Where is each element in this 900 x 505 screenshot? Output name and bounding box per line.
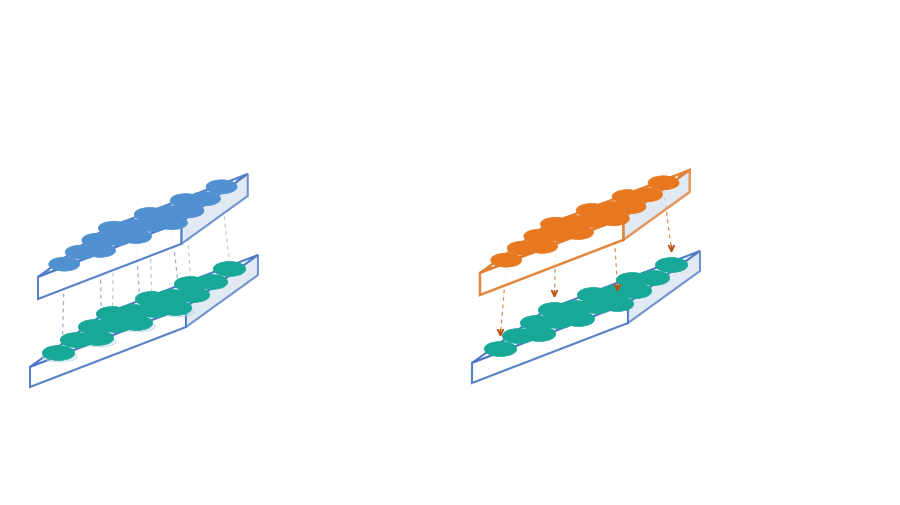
Ellipse shape (632, 188, 662, 203)
Ellipse shape (134, 208, 166, 222)
Ellipse shape (523, 327, 555, 342)
Polygon shape (472, 251, 700, 363)
Polygon shape (182, 175, 248, 244)
Ellipse shape (117, 305, 149, 320)
Ellipse shape (135, 292, 167, 307)
Ellipse shape (526, 240, 558, 254)
Ellipse shape (96, 307, 129, 322)
Ellipse shape (502, 329, 535, 344)
Ellipse shape (175, 277, 207, 292)
Ellipse shape (524, 230, 554, 244)
Ellipse shape (157, 290, 189, 305)
Polygon shape (624, 171, 689, 240)
Ellipse shape (520, 316, 553, 331)
Ellipse shape (648, 176, 679, 190)
Ellipse shape (190, 192, 220, 207)
Ellipse shape (159, 301, 192, 316)
Ellipse shape (121, 230, 151, 244)
Ellipse shape (41, 352, 77, 362)
Ellipse shape (139, 303, 171, 318)
Polygon shape (38, 222, 182, 299)
Ellipse shape (49, 258, 80, 272)
Ellipse shape (562, 312, 595, 327)
Polygon shape (38, 175, 248, 277)
Ellipse shape (177, 288, 210, 303)
Polygon shape (30, 256, 258, 367)
Ellipse shape (170, 194, 202, 208)
Ellipse shape (616, 273, 649, 288)
Ellipse shape (544, 228, 574, 242)
Ellipse shape (121, 316, 153, 331)
Ellipse shape (158, 307, 194, 317)
Ellipse shape (637, 271, 670, 286)
Ellipse shape (81, 331, 113, 346)
Polygon shape (628, 251, 700, 323)
Ellipse shape (562, 226, 593, 240)
Polygon shape (30, 308, 186, 387)
Ellipse shape (118, 220, 148, 234)
Ellipse shape (484, 342, 517, 357)
Ellipse shape (173, 205, 204, 218)
Ellipse shape (137, 218, 168, 232)
Ellipse shape (541, 314, 573, 329)
Ellipse shape (559, 301, 591, 316)
Polygon shape (480, 218, 624, 295)
Ellipse shape (538, 303, 571, 318)
Ellipse shape (60, 333, 93, 348)
Ellipse shape (598, 212, 629, 226)
Ellipse shape (85, 244, 115, 258)
Ellipse shape (66, 245, 96, 260)
Polygon shape (186, 256, 258, 327)
Ellipse shape (577, 288, 609, 303)
Ellipse shape (655, 258, 688, 273)
Ellipse shape (508, 242, 538, 256)
Ellipse shape (619, 284, 652, 299)
Ellipse shape (120, 322, 156, 332)
Ellipse shape (99, 318, 131, 333)
Ellipse shape (540, 218, 572, 232)
Ellipse shape (206, 180, 237, 194)
Ellipse shape (157, 216, 187, 230)
Ellipse shape (213, 262, 246, 277)
Ellipse shape (78, 320, 111, 335)
Ellipse shape (596, 202, 626, 216)
Ellipse shape (560, 216, 590, 230)
Ellipse shape (98, 222, 130, 236)
Ellipse shape (491, 254, 522, 268)
Ellipse shape (598, 286, 631, 301)
Ellipse shape (615, 200, 646, 214)
Ellipse shape (579, 214, 610, 228)
Ellipse shape (81, 337, 116, 347)
Ellipse shape (612, 190, 643, 204)
Ellipse shape (82, 234, 112, 248)
Ellipse shape (601, 297, 634, 312)
Ellipse shape (101, 232, 132, 246)
Ellipse shape (195, 275, 228, 290)
Polygon shape (480, 171, 689, 274)
Ellipse shape (580, 299, 613, 314)
Ellipse shape (576, 204, 608, 218)
Polygon shape (472, 304, 628, 383)
Ellipse shape (154, 206, 184, 220)
Ellipse shape (42, 346, 75, 361)
